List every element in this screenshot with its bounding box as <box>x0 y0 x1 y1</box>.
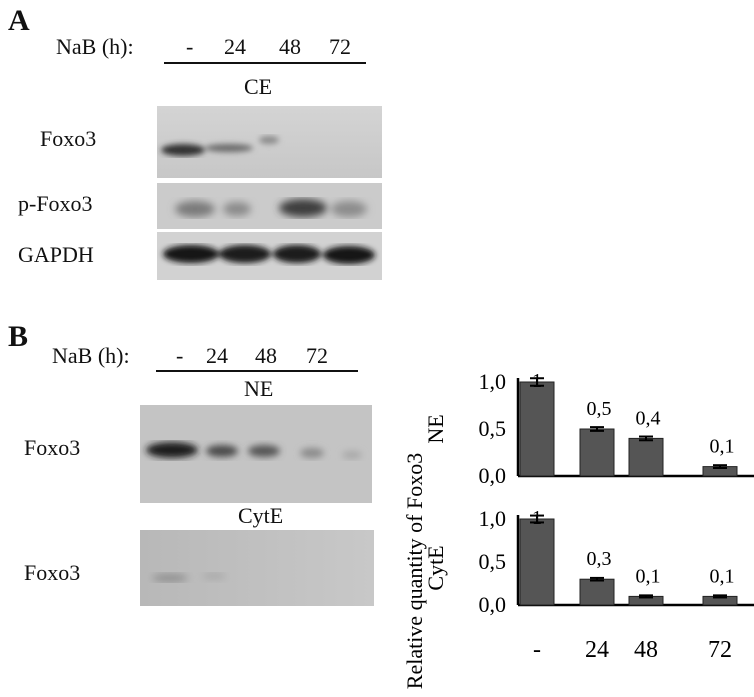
x-tick-label: - <box>533 637 541 663</box>
data-label: 1 <box>532 507 542 529</box>
blot-a-foxo3-image <box>157 106 382 178</box>
panel-a-bracket-line <box>164 62 366 64</box>
y-axis-label: Relative quantity of Foxo3 <box>402 453 427 689</box>
panel-b-fraction-ne: NE <box>244 376 274 401</box>
data-label: 0,4 <box>636 407 661 429</box>
blot-b-ne-image <box>140 405 372 503</box>
blot-b-cyte <box>140 530 374 606</box>
bar <box>519 381 555 477</box>
x-tick-label: 48 <box>634 637 658 663</box>
data-label: 0,1 <box>710 436 735 458</box>
data-label: 0,1 <box>710 565 735 587</box>
x-category-labels: - 24 48 72 <box>533 637 732 663</box>
panel-a-letter: A <box>8 4 30 37</box>
data-label: 0,1 <box>636 565 661 587</box>
blot-a-pfoxo3-image <box>157 183 382 229</box>
blot-a-gapdh-image <box>157 232 382 280</box>
panel-a-row-foxo3: Foxo3 <box>40 126 97 151</box>
blot-a-pfoxo3 <box>157 183 382 229</box>
chart-ne: 0,0 0,5 1,0 1 0,5 0,4 0,1 <box>479 369 754 488</box>
bar <box>579 578 615 606</box>
y-tick-label: 0,0 <box>479 463 507 488</box>
y-tick-label: 0,5 <box>479 549 507 574</box>
panel-a-row-pfoxo3: p-Foxo3 <box>18 191 93 216</box>
panel-b-lane-2: 24 <box>206 343 228 368</box>
bar-charts: 0,00,51,0 10,5 0,40,1 0,00,51,0 10,30,1 0,1 … <box>402 369 754 689</box>
panel-a-lane-4: 72 <box>329 34 351 59</box>
panel-a-row-gapdh: GAPDH <box>18 242 94 267</box>
chart-cyte: 0,0 0,5 1,0 1 0,3 0,1 0,1 <box>479 506 754 617</box>
blot-b-ne <box>140 405 372 503</box>
data-label: 0,3 <box>587 548 612 570</box>
x-tick-label: 24 <box>585 637 609 663</box>
panel-b-lane-3: 48 <box>255 343 277 368</box>
y-tick-label: 0,0 <box>479 592 507 617</box>
panel-b-lane-1: - <box>176 343 184 368</box>
panel-b-row-foxo3-cyte: Foxo3 <box>24 560 81 585</box>
blot-a-gapdh <box>157 232 382 280</box>
bar <box>628 437 664 477</box>
panel-b-lane-4: 72 <box>306 343 328 368</box>
y-tick-label: 1,0 <box>479 506 507 531</box>
panel-a-lane-1: - <box>186 34 194 59</box>
panel-b-bracket-line <box>156 370 358 372</box>
panel-a-lane-2: 24 <box>224 34 246 59</box>
data-label: 0,5 <box>587 398 612 420</box>
panel-b-fraction-cyte: CytE <box>238 503 284 528</box>
panel-a-fraction-label: CE <box>244 74 273 99</box>
y-axis-sublabel-ne: NE <box>423 414 448 443</box>
data-label: 1 <box>532 370 542 392</box>
panel-a-nab-label: NaB (h): <box>56 34 134 59</box>
panel-b-letter: B <box>8 320 29 353</box>
blot-b-cyte-image <box>140 530 374 606</box>
panel-a-lane-3: 48 <box>279 34 301 59</box>
panel-b-row-foxo3-ne: Foxo3 <box>24 435 81 460</box>
bar <box>519 518 555 606</box>
bar <box>579 428 615 477</box>
panel-b-nab-label: NaB (h): <box>52 343 130 368</box>
y-axis-sublabel-cyte: CytE <box>423 545 448 590</box>
blot-a-foxo3 <box>157 106 382 178</box>
x-tick-label: 72 <box>708 637 732 663</box>
y-tick-label: 0,5 <box>479 416 507 441</box>
y-tick-label: 1,0 <box>479 369 507 394</box>
